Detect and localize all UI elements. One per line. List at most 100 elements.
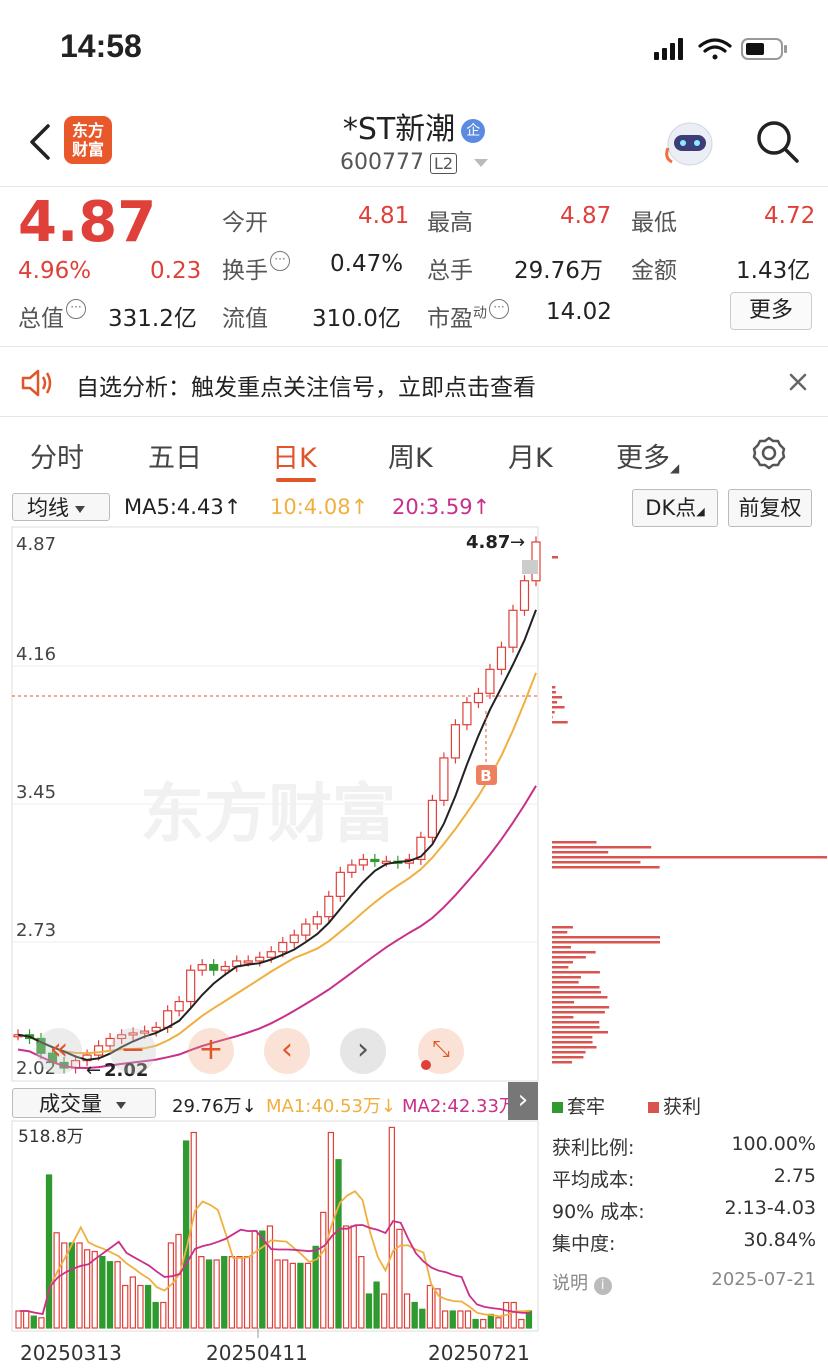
chip-bar (552, 716, 553, 719)
chip-bar (552, 966, 568, 969)
chip-bar (552, 931, 567, 934)
legend-loss-text: 套牢 (567, 1096, 605, 1118)
legend-swatch (552, 1102, 563, 1113)
tab-weekly-k[interactable]: 周K (388, 436, 433, 475)
ma5-value: MA5:4.43 (124, 495, 224, 519)
indicator-select[interactable]: 均线 (12, 493, 110, 521)
stat-label: 90% 成本: (552, 1197, 645, 1224)
amount-label: 金额 (631, 251, 677, 285)
volume-bar (275, 1260, 280, 1328)
ma20-legend: 20:3.59↑ (392, 495, 490, 519)
tab-five-day[interactable]: 五日 (148, 436, 202, 475)
legend-swatch (648, 1102, 659, 1113)
volume-bar (511, 1303, 516, 1329)
chip-bar (552, 981, 579, 984)
rewind-button[interactable]: « (36, 1028, 82, 1074)
float-label: 流值 (222, 299, 268, 333)
chip-bar (552, 941, 660, 944)
explain-link[interactable]: 说明 i (552, 1269, 612, 1295)
notice-text: 自选分析：触发重点关注信号，立即点击查看 (76, 368, 536, 402)
volume-bar (245, 1257, 250, 1328)
volume-bar (305, 1263, 310, 1328)
explain-text: 说明 (552, 1273, 588, 1294)
chip-bar (552, 956, 586, 959)
volume-value: 29.76万 (172, 1096, 242, 1117)
candle (256, 957, 264, 961)
volume-bar (146, 1286, 151, 1329)
candle (359, 859, 367, 865)
change-pct: 4.96% (18, 258, 91, 284)
pe-label[interactable]: 市盈动 ··· (427, 299, 509, 333)
chip-bar (552, 1006, 609, 1009)
turnover-label[interactable]: 换手 ··· (222, 251, 290, 285)
divider (0, 186, 828, 187)
date-label: 20250313 (20, 1341, 122, 1365)
scroll-left-button[interactable]: ‹ (264, 1028, 310, 1074)
gear-icon[interactable] (750, 434, 788, 472)
chip-bar (552, 1026, 600, 1029)
tab-more[interactable]: 更多◢ (616, 436, 679, 475)
candle (451, 725, 459, 758)
low-label: 最低 (631, 203, 677, 237)
ma10-legend: 10:4.08↑ (270, 495, 368, 519)
stat-value: 100.00% (731, 1133, 816, 1155)
chip-bar (552, 976, 581, 979)
volume-indicator-select[interactable]: 成交量 (12, 1088, 156, 1118)
zoom-in-button[interactable]: + (188, 1028, 234, 1074)
candle (290, 935, 298, 942)
indicator-select-label: 均线 (27, 496, 69, 520)
tab-intraday[interactable]: 分时 (30, 436, 84, 475)
forward-adjust-button[interactable]: 前复权 (728, 489, 812, 527)
volume-bar (321, 1212, 326, 1328)
kline-chart[interactable]: 东方财富 4.87 4.16 3.45 2.73 2.02 B 4.87 → ←… (0, 526, 828, 1082)
volume-chart: 518.8万 20250313 20250411 20250721 (0, 1120, 545, 1370)
volume-bar (237, 1257, 242, 1328)
volume-bar (382, 1294, 387, 1328)
volume-bar (481, 1320, 486, 1329)
expand-panel-button[interactable]: › (508, 1082, 538, 1120)
chip-bar (552, 866, 660, 869)
volume-bar (184, 1141, 189, 1328)
robot-assistant-icon[interactable] (664, 118, 716, 168)
chip-date: 2025-07-21 (711, 1269, 816, 1290)
chip-bar (552, 1041, 593, 1044)
chip-bar (552, 1036, 592, 1039)
close-icon[interactable] (788, 372, 808, 392)
candle (474, 693, 482, 702)
volume-bars (16, 1127, 532, 1328)
status-time: 14:58 (60, 28, 142, 65)
zoom-out-button[interactable]: − (110, 1028, 156, 1074)
wifi-icon (700, 40, 730, 60)
high-value: 4.87 (560, 203, 611, 229)
vol-ma1-value: MA1:40.53万 (266, 1096, 381, 1117)
volume-bar (16, 1311, 21, 1328)
chip-bar (552, 1051, 586, 1054)
volume-bar (412, 1303, 417, 1329)
volume-bar (199, 1257, 204, 1328)
dk-point-button[interactable]: DK点◢ (632, 489, 718, 527)
candle (497, 647, 505, 669)
candle (198, 965, 206, 971)
tab-daily-k[interactable]: 日K (272, 436, 317, 475)
notification-dot (421, 1060, 431, 1070)
more-quote-button[interactable]: 更多 (730, 292, 812, 330)
mcap-label[interactable]: 总值 ··· (18, 299, 86, 333)
candle (520, 581, 528, 611)
stat-value: 30.84% (744, 1229, 816, 1251)
volume-bar (206, 1260, 211, 1328)
tab-monthly-k[interactable]: 月K (508, 436, 553, 475)
tab-more-label: 更多 (616, 443, 670, 474)
legend-profit-text: 获利 (663, 1096, 701, 1118)
date-label: 20250721 (428, 1341, 530, 1365)
scroll-marker (522, 560, 538, 574)
chip-bar (552, 686, 555, 689)
change-amount: 0.23 (150, 258, 201, 284)
candle (348, 865, 356, 872)
scroll-right-button[interactable]: › (340, 1028, 386, 1074)
divider (0, 416, 828, 417)
volume-legend: 29.76万↓ (172, 1092, 257, 1118)
notice-bar[interactable]: 自选分析：触发重点关注信号，立即点击查看 (0, 348, 828, 416)
chip-bar (552, 706, 565, 709)
chip-bar (552, 1011, 605, 1014)
search-icon[interactable] (754, 118, 802, 166)
